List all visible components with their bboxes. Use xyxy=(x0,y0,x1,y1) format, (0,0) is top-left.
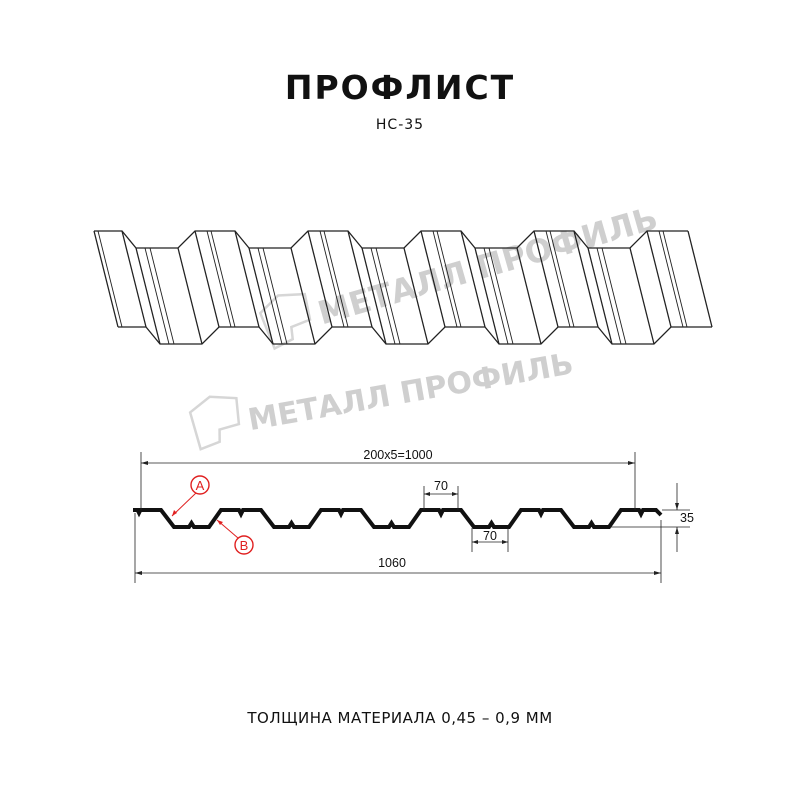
watermark-text: МЕТАЛЛ ПРОФИЛЬ xyxy=(245,346,576,438)
sheet-fold-line xyxy=(573,230,599,328)
dim-pitch-label: 200x5=1000 xyxy=(363,448,432,462)
sheet-rib-line xyxy=(375,247,401,345)
sheet-rib-line xyxy=(370,247,396,345)
sheet-fold-line xyxy=(420,230,446,328)
sheet-fold-line xyxy=(533,230,559,328)
model-subtitle: НС-35 xyxy=(375,117,425,133)
sheet-rib-line xyxy=(257,247,283,345)
isometric-sheet xyxy=(93,230,713,345)
callout-a-label: A xyxy=(196,478,205,493)
sheet-rib-line xyxy=(206,230,232,328)
sheet-fold-line xyxy=(194,230,220,328)
sheet-rib-line xyxy=(432,230,458,328)
sheet-rib-line xyxy=(436,230,462,328)
dimension-lines xyxy=(134,452,690,583)
dimension-arrows xyxy=(135,461,679,575)
sheet-rib-line xyxy=(262,247,288,345)
profile-line xyxy=(133,508,663,529)
sheet-rib-line xyxy=(323,230,349,328)
sheet-fold-line xyxy=(290,247,316,345)
sheet-rib-line xyxy=(549,230,575,328)
dim-width-label: 1060 xyxy=(378,556,406,570)
callout-a: A xyxy=(171,475,210,517)
sheet-rib-line xyxy=(488,247,514,345)
sheet-rib-line xyxy=(596,247,622,345)
sheet-fold-line xyxy=(177,247,203,345)
sheet-fold-line xyxy=(93,230,119,328)
callout-b-label: B xyxy=(240,538,249,553)
sheet-rib-line xyxy=(149,247,175,345)
sheet-fold-line xyxy=(234,230,260,328)
profile-section xyxy=(133,508,663,529)
callout-b: B xyxy=(216,519,254,555)
sheet-rib-line xyxy=(483,247,509,345)
dim-height-label: 35 xyxy=(680,511,694,525)
watermark-logo-icon xyxy=(188,395,241,451)
sheet-fold-line xyxy=(248,247,274,345)
sheet-fold-line xyxy=(121,230,147,328)
profile-rib xyxy=(135,509,143,518)
sheet-fold-line xyxy=(403,247,429,345)
sheet-rib-line xyxy=(319,230,345,328)
sheet-rib-line xyxy=(144,247,170,345)
sheet-top-edge xyxy=(94,230,688,249)
sheet-rib-line xyxy=(545,230,571,328)
sheet-fold-line xyxy=(460,230,486,328)
watermark-logo-icon xyxy=(258,292,312,351)
sheet-fold-line xyxy=(135,247,161,345)
sheet-rib-line xyxy=(601,247,627,345)
sheet-fold-line xyxy=(587,247,613,345)
sheet-fold-line xyxy=(646,230,672,328)
material-thickness: ТОЛЩИНА МАТЕРИАЛА 0,45 – 0,9 ММ xyxy=(247,709,553,727)
sheet-fold-line xyxy=(687,230,713,328)
sheet-fold-line xyxy=(361,247,387,345)
watermark-bottom: МЕТАЛЛ ПРОФИЛЬ xyxy=(188,346,576,451)
sheet-rib-line xyxy=(658,230,684,328)
dim-top-flange-label: 70 xyxy=(434,479,448,493)
sheet-fold-line xyxy=(347,230,373,328)
sheet-rib-line xyxy=(662,230,688,328)
sheet-rib-line xyxy=(210,230,236,328)
sheet-fold-line xyxy=(474,247,500,345)
sheet-fold-line xyxy=(307,230,333,328)
dim-bottom-flange-label: 70 xyxy=(483,529,497,543)
page-title: ПРОФЛИСТ xyxy=(284,68,516,107)
sheet-fold-line xyxy=(629,247,655,345)
sheet-rib-line xyxy=(97,230,123,328)
sheet-fold-line xyxy=(516,247,542,345)
sheet-bottom-edge xyxy=(118,326,712,345)
